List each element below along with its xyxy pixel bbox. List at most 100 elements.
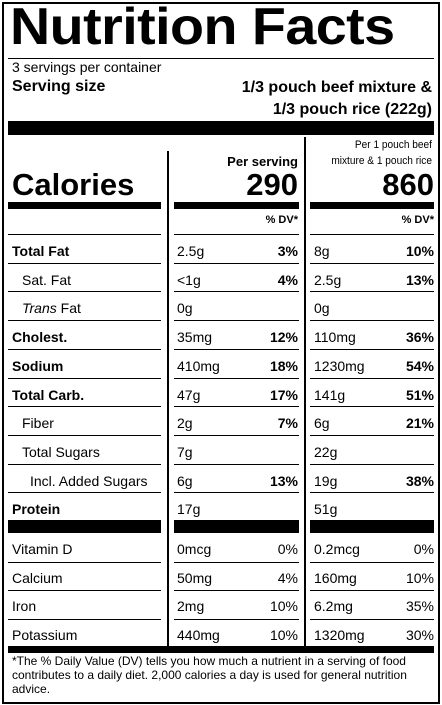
vitamin-serving-dv: 0% [277,541,298,557]
serving-size-line-1: 1/3 pouch beef mixture & [241,79,432,96]
vitamin-pouch-amount: 160mg [314,569,357,586]
serving-dv: 12% [269,329,298,346]
nutrient-name: Total Fat [12,243,70,259]
vitamin-serving-dv: 10% [269,626,298,643]
vit-rule-right [310,590,434,592]
row-rule-right [310,406,434,408]
vitamin-serving-amount: 2mg [177,598,205,615]
pouch-amount: 110mg [314,329,356,346]
row-rule-right [310,348,434,350]
calories-label: Calories [12,167,135,202]
row-rule-right [310,234,434,235]
row-rule-right [310,463,434,465]
row-rule-right [310,377,434,379]
serving-amount: 35mg [177,329,213,346]
serving-dv: 17% [269,386,298,403]
serving-dv: 18% [269,357,298,374]
serving-size-value: 1/3 pouch beef mixture & 1/3 pouch rice … [172,77,432,121]
pouch-amount: 2.5g [314,271,342,288]
pouch-amount: 22g [314,443,338,460]
row-rule-left [8,291,161,293]
pouch-amount: 51g [314,501,338,518]
row-rule-left [8,262,161,264]
serving-amount: 7g [177,443,193,460]
vitamin-rule-right [310,520,434,533]
pouch-dv: 36% [405,329,434,346]
vitamin-name: Vitamin D [12,541,73,557]
nutrient-name-rest: Fat [56,300,81,317]
nutrient-name: Incl. Added Sugars [30,472,148,489]
vitamin-pouch-dv: 0% [413,541,434,557]
row-rule-right [310,492,434,494]
thick-rule-top [8,121,434,135]
row-rule-right [310,291,434,293]
serving-dv: 3% [277,243,298,259]
vit-rule-mid [174,590,299,592]
row-rule-mid [174,262,299,264]
per-serving-header: Per serving [227,154,298,169]
vit-rule-right [310,618,434,620]
serving-amount: 410mg [177,357,220,374]
vitamin-pouch-amount: 0.2mcg [314,541,360,557]
row-rule-mid [174,463,299,465]
label-title: Nutrition Facts [10,0,395,56]
calories-per-serving: 290 [246,167,298,202]
nutrient-name: Trans Fat [22,300,81,316]
serving-amount: 2.5g [177,243,205,259]
row-rule-left [8,492,161,494]
serving-amount: 17g [177,501,201,518]
pouch-amount: 0g [314,300,330,317]
nutrient-name: Fiber [22,415,54,432]
row-rule-mid [174,377,299,379]
serving-amount: 47g [177,386,201,403]
nutrient-name: Sodium [12,357,64,374]
pouch-amount: 141g [314,386,346,403]
pouch-dv: 54% [405,357,434,374]
calories-rule-mid [174,202,299,209]
vitamin-serving-dv: 4% [277,569,298,586]
vitamin-pouch-dv: 30% [405,626,434,643]
serving-amount: 2g [177,415,193,432]
serving-amount: 6g [177,472,193,489]
pouch-amount: 8g [314,243,330,259]
pouch-dv: 51% [405,386,434,403]
per-pouch-header-line-2: mixture & 1 pouch rice [331,155,432,167]
row-rule-right [310,262,434,264]
serving-dv: 7% [277,415,298,432]
row-rule-mid [174,406,299,408]
vit-rule-left [8,618,161,620]
vitamin-name: Calcium [12,569,63,586]
pouch-dv: 13% [405,271,434,288]
row-rule-right [310,320,434,322]
row-rule-left [8,463,161,465]
footnote: *The % Daily Value (DV) tells you how mu… [12,654,407,696]
vitamin-pouch-amount: 1320mg [314,626,365,643]
servings-per-container: 3 servings per container [12,59,162,75]
pouch-dv: 21% [405,415,434,432]
row-rule-mid [174,234,299,235]
pouch-amount: 19g [314,472,338,489]
serving-dv: 4% [277,271,298,288]
vitamin-rule-mid [174,520,299,533]
nutrient-name: Total Sugars [22,443,100,460]
row-rule-left [8,377,161,379]
vitamin-pouch-dv: 10% [405,569,434,586]
vit-rule-mid [174,618,299,620]
vitamin-name: Potassium [12,626,78,643]
column-divider-1 [167,151,169,646]
pouch-dv: 38% [405,472,434,489]
row-rule-mid [174,320,299,322]
column-divider-2 [304,137,306,646]
nutrient-name: Protein [12,501,61,518]
row-rule-mid [174,291,299,293]
vitamin-name: Iron [12,598,37,615]
serving-amount: 0g [177,300,193,317]
nutrient-name: Total Carb. [12,386,85,403]
vit-rule-left [8,590,161,592]
row-rule-left [8,320,161,322]
vitamin-serving-amount: 0mcg [177,541,212,557]
vitamin-pouch-dv: 35% [405,598,434,615]
nutrient-name: Cholest. [12,329,68,346]
vitamin-serving-amount: 50mg [177,569,213,586]
nutrient-name-italic: Trans [22,300,57,317]
